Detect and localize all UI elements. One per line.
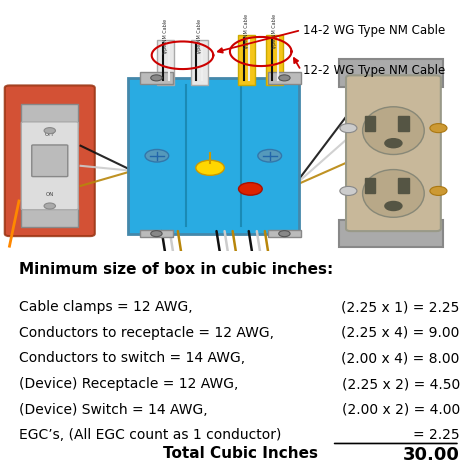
Text: (2.00 x 4) = 8.00: (2.00 x 4) = 8.00 xyxy=(341,352,460,365)
FancyBboxPatch shape xyxy=(268,230,301,237)
FancyBboxPatch shape xyxy=(32,145,68,177)
Text: 14-2 WG Type NM Cable: 14-2 WG Type NM Cable xyxy=(303,24,446,36)
Text: 30.00: 30.00 xyxy=(403,446,460,464)
FancyBboxPatch shape xyxy=(339,59,443,87)
Circle shape xyxy=(430,124,447,133)
Text: = 2.25: = 2.25 xyxy=(413,428,460,442)
Text: Conductors to switch = 14 AWG,: Conductors to switch = 14 AWG, xyxy=(19,352,245,365)
Circle shape xyxy=(430,186,447,195)
Text: EGC’s, (All EGC count as 1 conductor): EGC’s, (All EGC count as 1 conductor) xyxy=(19,428,282,442)
Text: Type NM Cable: Type NM Cable xyxy=(164,19,168,55)
Circle shape xyxy=(258,149,282,162)
Text: Conductors to receptacle = 12 AWG,: Conductors to receptacle = 12 AWG, xyxy=(19,326,274,340)
Text: Type NM Cable: Type NM Cable xyxy=(197,19,201,55)
Text: (2.25 x 4) = 9.00: (2.25 x 4) = 9.00 xyxy=(341,326,460,340)
FancyBboxPatch shape xyxy=(21,205,78,228)
Ellipse shape xyxy=(363,107,424,155)
Ellipse shape xyxy=(363,170,424,217)
Bar xyxy=(365,116,375,131)
Bar xyxy=(398,178,409,193)
Circle shape xyxy=(44,203,55,209)
Circle shape xyxy=(44,128,55,134)
Bar xyxy=(266,35,283,85)
Circle shape xyxy=(151,231,162,237)
FancyBboxPatch shape xyxy=(268,72,301,84)
Text: (Device) Receptacle = 12 AWG,: (Device) Receptacle = 12 AWG, xyxy=(19,377,238,391)
Text: (2.00 x 2) = 4.00: (2.00 x 2) = 4.00 xyxy=(342,403,460,417)
Text: (2.25 x 1) = 2.25: (2.25 x 1) = 2.25 xyxy=(341,300,460,314)
Text: 12-2 WG Type NM Cable: 12-2 WG Type NM Cable xyxy=(303,64,446,77)
Bar xyxy=(191,40,208,85)
Bar xyxy=(365,178,375,193)
Circle shape xyxy=(340,124,357,133)
FancyBboxPatch shape xyxy=(339,220,443,247)
FancyBboxPatch shape xyxy=(140,230,173,237)
Text: Type NM Cable: Type NM Cable xyxy=(273,14,277,50)
Circle shape xyxy=(279,75,290,81)
FancyBboxPatch shape xyxy=(346,75,441,231)
Circle shape xyxy=(340,186,357,195)
Text: Minimum size of box in cubic inches:: Minimum size of box in cubic inches: xyxy=(19,263,333,277)
Text: ON: ON xyxy=(46,192,54,197)
Circle shape xyxy=(145,149,169,162)
Circle shape xyxy=(196,160,224,175)
Bar xyxy=(157,40,174,85)
Circle shape xyxy=(238,182,262,195)
Text: OFF: OFF xyxy=(45,132,55,137)
Text: Cable clamps = 12 AWG,: Cable clamps = 12 AWG, xyxy=(19,300,192,314)
Text: Total Cubic Inches: Total Cubic Inches xyxy=(163,446,318,461)
FancyBboxPatch shape xyxy=(128,78,299,234)
Circle shape xyxy=(385,201,402,210)
Text: (Device) Switch = 14 AWG,: (Device) Switch = 14 AWG, xyxy=(19,403,208,417)
FancyBboxPatch shape xyxy=(5,85,95,236)
Circle shape xyxy=(279,231,290,237)
Circle shape xyxy=(151,75,162,81)
Bar xyxy=(398,116,409,131)
Bar xyxy=(238,35,255,85)
FancyBboxPatch shape xyxy=(21,122,78,210)
Text: Type NM Cable: Type NM Cable xyxy=(244,14,249,50)
Circle shape xyxy=(385,139,402,148)
FancyBboxPatch shape xyxy=(140,72,173,84)
Text: (2.25 x 2) = 4.50: (2.25 x 2) = 4.50 xyxy=(342,377,460,391)
FancyBboxPatch shape xyxy=(21,104,78,127)
